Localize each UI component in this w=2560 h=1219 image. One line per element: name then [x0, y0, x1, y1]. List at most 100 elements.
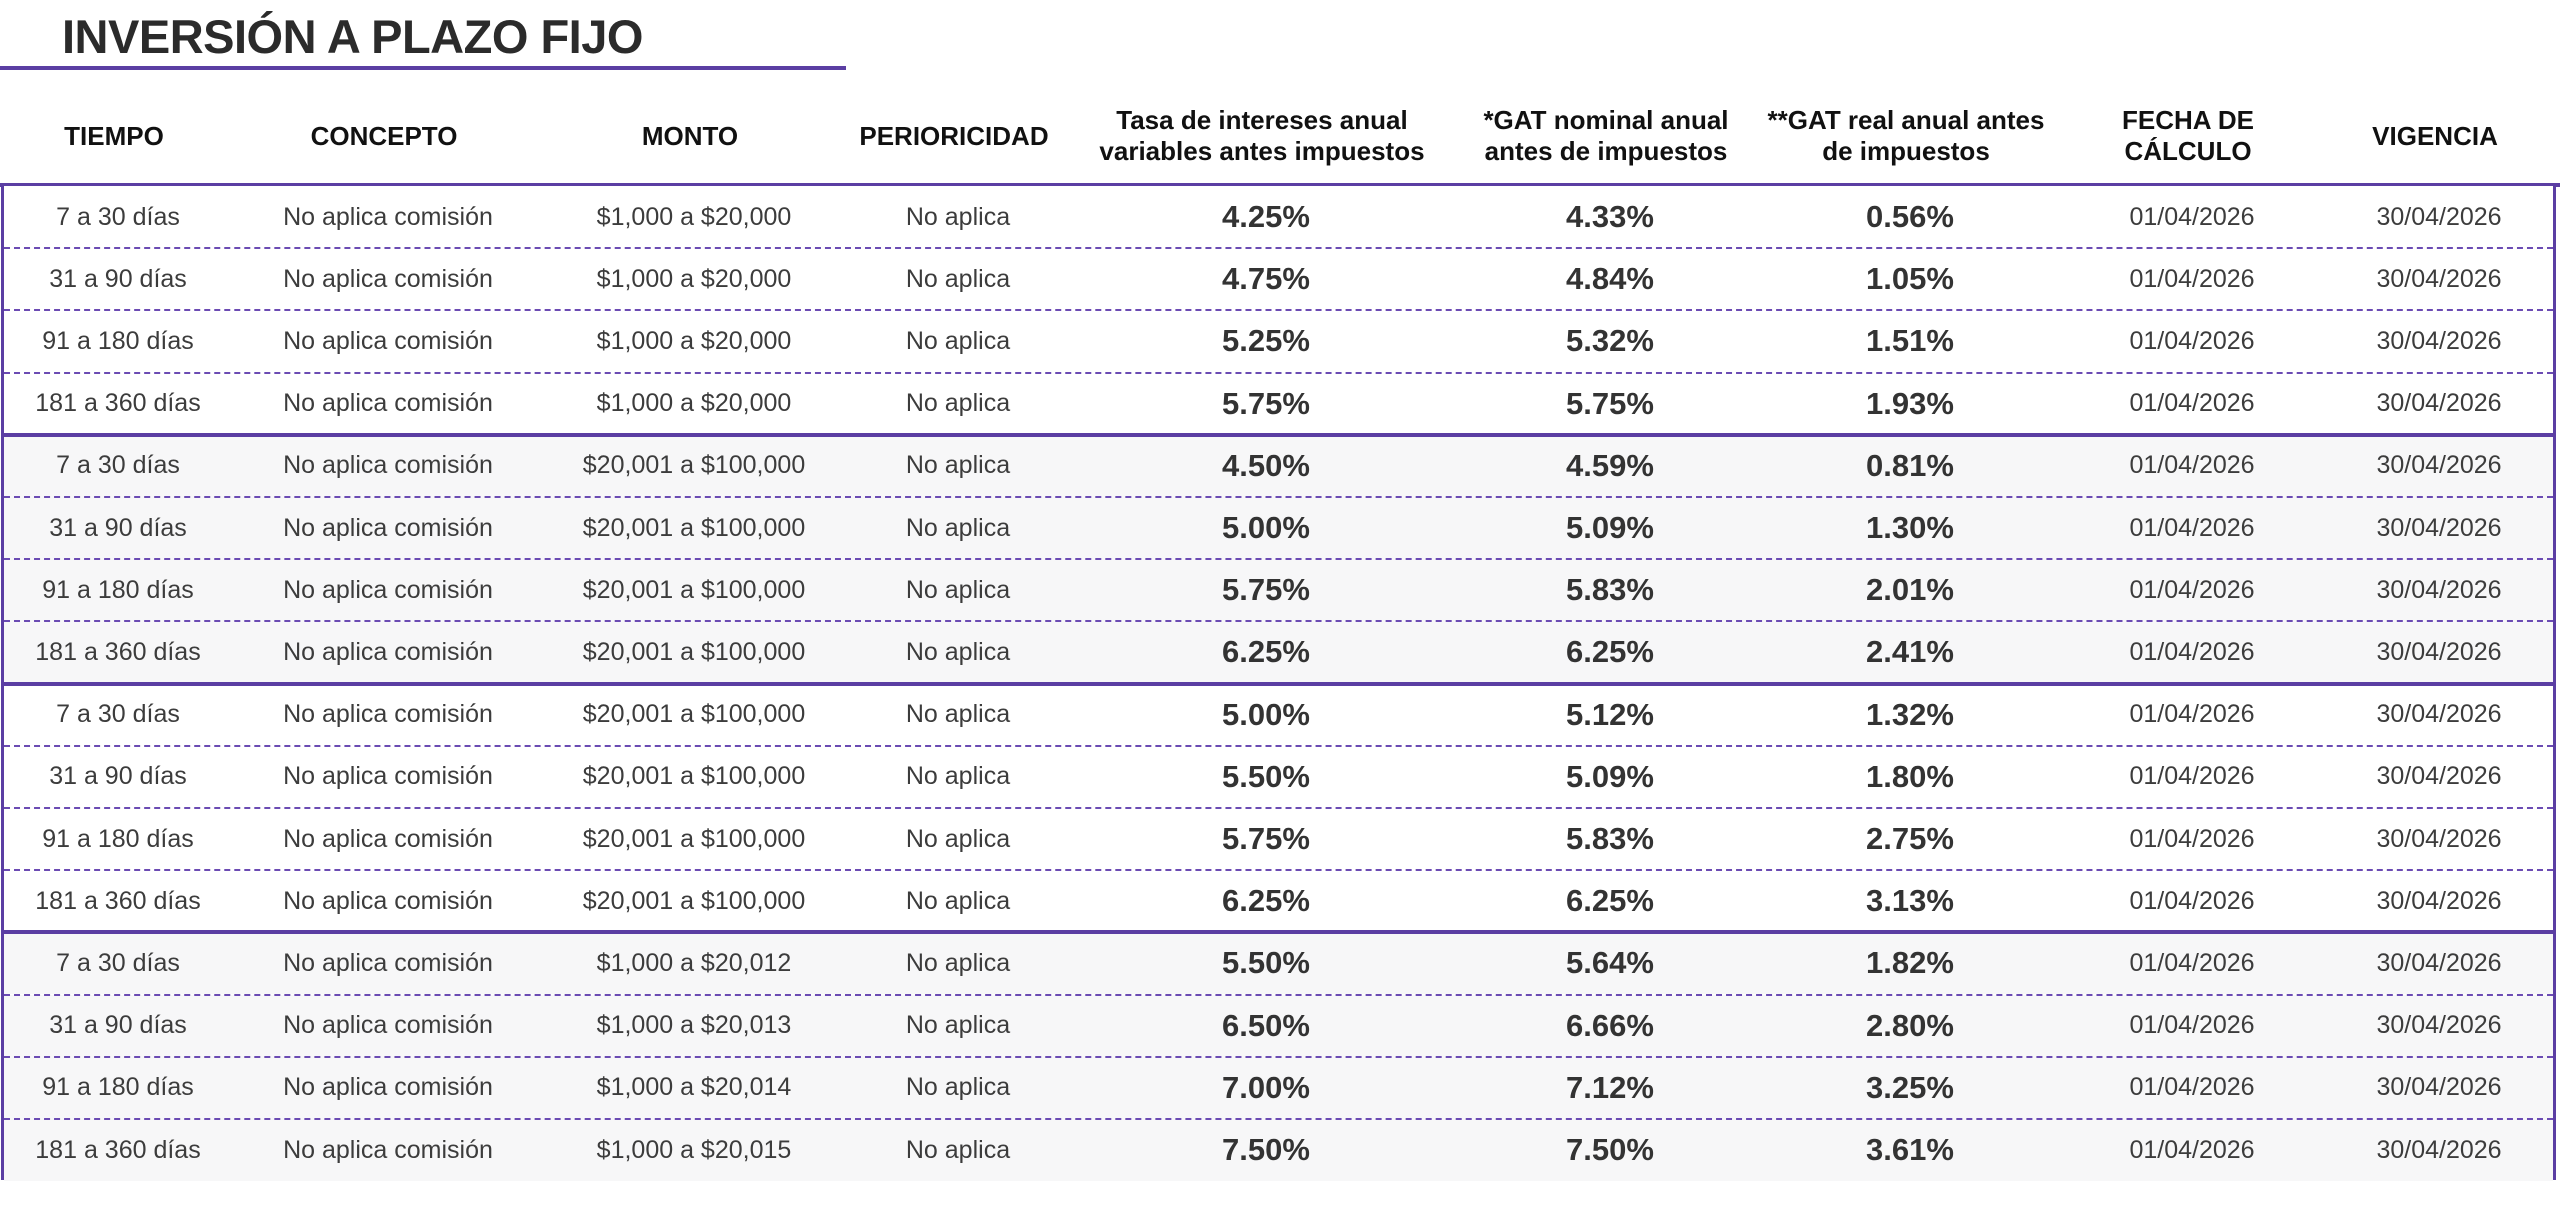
- cell-vigencia: 30/04/2026: [2376, 575, 2502, 604]
- table-row: 181 a 360 días No aplica comisión $20,001 …: [4, 621, 2553, 684]
- cell-periodicidad: No aplica: [905, 948, 1011, 977]
- table-row: 7 a 30 días No aplica comisión $20,001 a $…: [4, 683, 2553, 746]
- cell-periodicidad: No aplica: [905, 762, 1011, 791]
- cell-tiempo: 181 a 360 días: [35, 389, 201, 418]
- cell-fecha: 01/04/2026: [2129, 389, 2255, 418]
- cell-gat-nominal: 5.09%: [1566, 758, 1654, 794]
- cell-periodicidad: No aplica: [905, 513, 1011, 542]
- cell-periodicidad: No aplica: [905, 326, 1011, 355]
- header-rule: [0, 183, 2560, 187]
- cell-tiempo: 7 a 30 días: [56, 700, 180, 729]
- cell-gat-real: 0.81%: [1866, 447, 1954, 483]
- cell-fecha: 01/04/2026: [2129, 886, 2255, 915]
- cell-monto: $1,000 a $20,015: [596, 1135, 792, 1164]
- cell-periodicidad: No aplica: [905, 824, 1011, 853]
- table-row: 7 a 30 días No aplica comisión $1,000 a $2…: [4, 932, 2553, 995]
- cell-tasa: 5.75%: [1222, 572, 1310, 608]
- cell-monto: $20,001 a $100,000: [582, 824, 806, 853]
- cell-vigencia: 30/04/2026: [2376, 700, 2502, 729]
- cell-monto: $1,000 a $20,014: [596, 1073, 792, 1102]
- cell-gat-nominal: 6.25%: [1566, 634, 1654, 670]
- cell-fecha: 01/04/2026: [2129, 1011, 2255, 1040]
- cell-fecha: 01/04/2026: [2129, 824, 2255, 853]
- table-row: 91 a 180 días No aplica comisión $20,001 a…: [4, 808, 2553, 870]
- cell-concepto: No aplica comisión: [283, 948, 493, 977]
- cell-tiempo: 31 a 90 días: [49, 1011, 187, 1040]
- cell-concepto: No aplica comisión: [283, 264, 493, 293]
- cell-gat-nominal: 4.33%: [1566, 199, 1654, 234]
- cell-concepto: No aplica comisión: [283, 389, 493, 418]
- cell-tiempo: 181 a 360 días: [35, 886, 201, 915]
- header-tiempo: TIEMPO: [64, 120, 164, 151]
- table-row: 7 a 30 días No aplica comisión $20,001 a $…: [4, 434, 2553, 497]
- rates-table: 7 a 30 días No aplica comisión $1,000 a $2…: [1, 186, 2556, 1181]
- cell-gat-nominal: 5.32%: [1566, 323, 1654, 359]
- cell-concepto: No aplica comisión: [283, 762, 493, 791]
- cell-monto: $1,000 a $20,013: [596, 1011, 792, 1040]
- cell-gat-real: 2.41%: [1866, 634, 1954, 670]
- table-header: TIEMPO CONCEPTO MONTO PERIORICIDAD Tasa …: [0, 90, 2560, 182]
- table-row: 31 a 90 días No aplica comisión $20,001 a …: [4, 745, 2553, 808]
- cell-tiempo: 91 a 180 días: [42, 824, 194, 853]
- table-row: 91 a 180 días No aplica comisión $1,000 a …: [4, 310, 2553, 373]
- cell-gat-real: 1.05%: [1866, 261, 1954, 297]
- cell-tiempo: 181 a 360 días: [35, 1135, 201, 1164]
- cell-vigencia: 30/04/2026: [2376, 513, 2502, 542]
- row-divider: [4, 309, 2553, 312]
- cell-concepto: No aplica comisión: [283, 1011, 493, 1040]
- cell-gat-real: 1.32%: [1866, 696, 1954, 732]
- row-divider: [4, 496, 2553, 498]
- header-tasa: Tasa de intereses anual variables antes …: [1099, 105, 1425, 166]
- cell-fecha: 01/04/2026: [2129, 202, 2255, 231]
- cell-fecha: 01/04/2026: [2129, 575, 2255, 604]
- cell-periodicidad: No aplica: [905, 202, 1011, 231]
- cell-tiempo: 91 a 180 días: [42, 1073, 194, 1102]
- row-divider: [4, 620, 2553, 623]
- table-row: 7 a 30 días No aplica comisión $1,000 a $2…: [4, 186, 2553, 248]
- cell-fecha: 01/04/2026: [2129, 762, 2255, 791]
- row-divider: [4, 993, 2553, 996]
- cell-gat-real: 1.51%: [1866, 323, 1954, 359]
- cell-tiempo: 91 a 180 días: [42, 326, 194, 355]
- cell-tiempo: 7 a 30 días: [56, 451, 180, 480]
- cell-fecha: 01/04/2026: [2129, 1135, 2255, 1164]
- cell-gat-real: 1.80%: [1866, 758, 1954, 794]
- cell-concepto: No aplica comisión: [283, 1073, 493, 1102]
- cell-tasa: 7.50%: [1222, 1132, 1310, 1167]
- cell-concepto: No aplica comisión: [283, 637, 493, 666]
- cell-fecha: 01/04/2026: [2129, 513, 2255, 542]
- cell-gat-real: 3.25%: [1866, 1069, 1954, 1105]
- cell-vigencia: 30/04/2026: [2376, 1011, 2502, 1040]
- cell-concepto: No aplica comisión: [283, 575, 493, 604]
- cell-tasa: 5.00%: [1222, 696, 1310, 732]
- cell-tiempo: 31 a 90 días: [49, 513, 187, 542]
- cell-monto: $1,000 a $20,000: [596, 326, 792, 355]
- cell-tiempo: 91 a 180 días: [42, 575, 194, 604]
- cell-fecha: 01/04/2026: [2129, 948, 2255, 977]
- table-row: 91 a 180 días No aplica comisión $20,001 a…: [4, 559, 2553, 622]
- cell-vigencia: 30/04/2026: [2376, 326, 2502, 355]
- cell-gat-real: 1.30%: [1866, 510, 1954, 545]
- header-monto: MONTO: [641, 120, 739, 151]
- cell-gat-real: 2.75%: [1866, 821, 1954, 856]
- table-row: 181 a 360 días No aplica comisión $20,001 …: [4, 870, 2553, 933]
- cell-tasa: 4.50%: [1222, 447, 1310, 483]
- cell-fecha: 01/04/2026: [2129, 264, 2255, 293]
- table-row: 91 a 180 días No aplica comisión $1,000 a …: [4, 1056, 2553, 1119]
- header-gat-nominal: *GAT nominal anual antes de impuestos: [1483, 105, 1729, 166]
- cell-vigencia: 30/04/2026: [2376, 1135, 2502, 1164]
- cell-vigencia: 30/04/2026: [2376, 264, 2502, 293]
- cell-fecha: 01/04/2026: [2129, 637, 2255, 666]
- cell-tasa: 5.75%: [1222, 821, 1310, 856]
- table-row: 31 a 90 días No aplica comisión $1,000 a $…: [4, 248, 2553, 311]
- cell-periodicidad: No aplica: [905, 451, 1011, 480]
- cell-gat-real: 3.13%: [1866, 883, 1954, 919]
- cell-periodicidad: No aplica: [905, 264, 1011, 293]
- group-divider: [4, 432, 2553, 437]
- cell-fecha: 01/04/2026: [2129, 451, 2255, 480]
- cell-concepto: No aplica comisión: [283, 513, 493, 542]
- cell-concepto: No aplica comisión: [283, 886, 493, 915]
- cell-gat-real: 1.93%: [1866, 385, 1954, 421]
- cell-vigencia: 30/04/2026: [2376, 762, 2502, 791]
- cell-gat-nominal: 6.25%: [1566, 883, 1654, 919]
